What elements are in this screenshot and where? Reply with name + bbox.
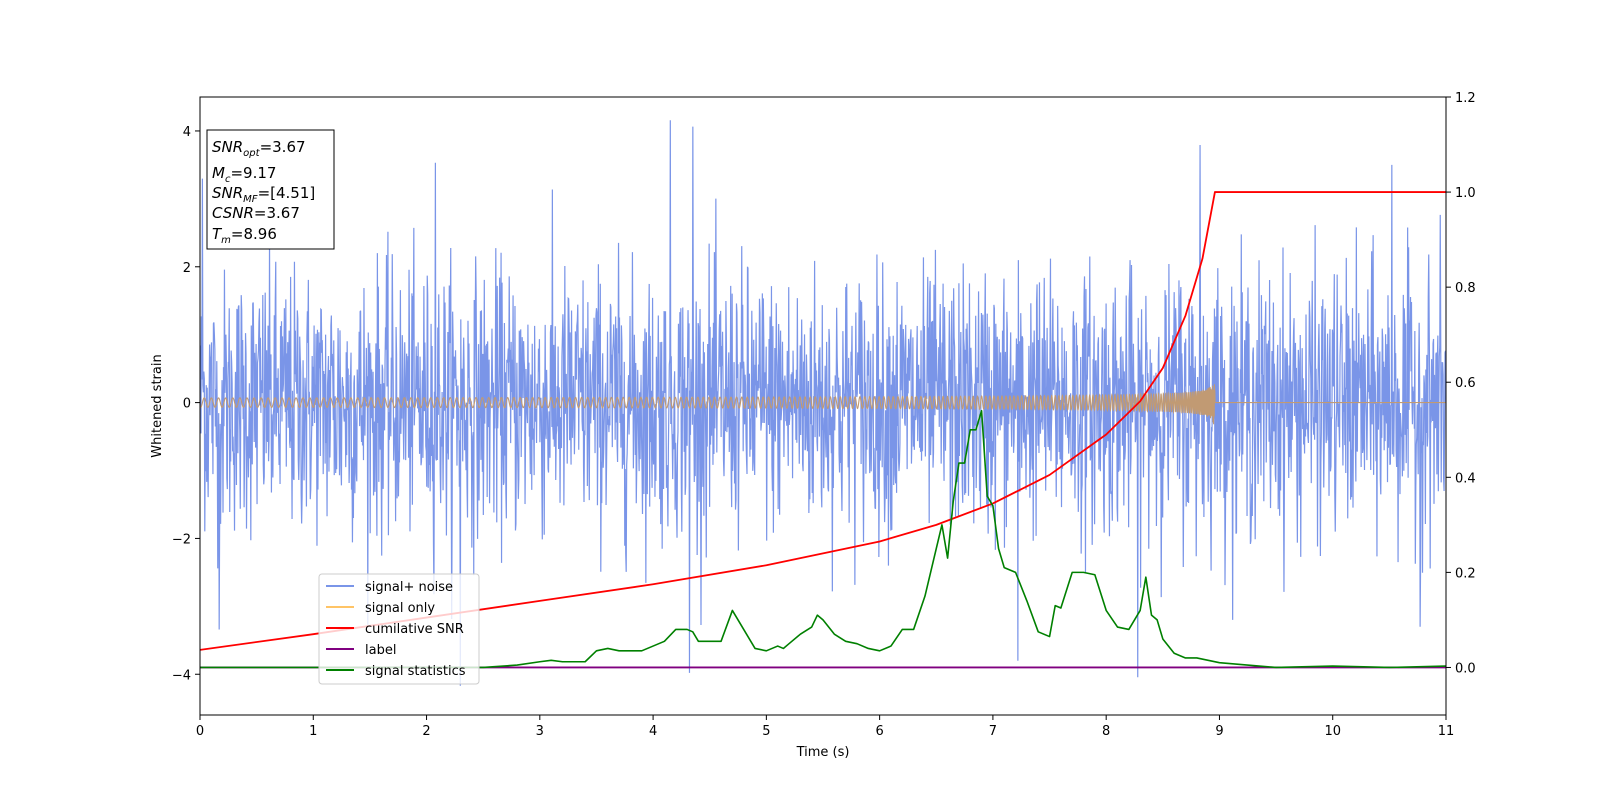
- series-signal-statistics: [200, 409, 1446, 669]
- x-tick-label: 11: [1438, 724, 1455, 739]
- info-tm: Tm=8.96: [212, 225, 277, 246]
- x-tick-label: 2: [422, 724, 430, 739]
- x-tick-label: 5: [762, 724, 770, 739]
- x-tick-label: 8: [1102, 724, 1110, 739]
- x-tick-label: 4: [649, 724, 657, 739]
- y-right-tick-label: 0.0: [1455, 661, 1476, 676]
- y-right-tick-label: 0.2: [1455, 566, 1476, 581]
- x-tick-label: 10: [1324, 724, 1341, 739]
- legend-label-signal-statistics: signal statistics: [365, 664, 466, 679]
- plot-frame: [199, 96, 1447, 716]
- legend-label-signal-noise: signal+ noise: [365, 580, 453, 595]
- legend-label-cumulative-snr: cumilative SNR: [365, 622, 464, 637]
- y-right-tick-label: 0.6: [1455, 376, 1476, 391]
- x-axis: 0 1 2 3 4 5 6 7 8 9 10 11: [196, 715, 1454, 739]
- legend: signal+ noise signal only cumilative SNR…: [318, 573, 480, 685]
- x-tick-label: 6: [875, 724, 883, 739]
- legend-entry-signal-only: signal only: [326, 601, 435, 616]
- info-snr-opt: SNRopt=3.67: [212, 138, 306, 159]
- legend-entry-label: label: [326, 643, 396, 658]
- series-signal-only: [200, 384, 1446, 425]
- info-snr-mf: SNRMF=[4.51]: [212, 184, 315, 205]
- y-right-tick-label: 1.2: [1455, 91, 1476, 106]
- info-csnr: CSNR=3.67: [212, 204, 300, 222]
- legend-frame: [318, 573, 480, 685]
- series-cumulative-snr: [200, 191, 1446, 651]
- x-tick-label: 9: [1215, 724, 1223, 739]
- series-signal-noise: [200, 120, 1446, 686]
- y-axis-label: Whitened strain: [150, 354, 165, 457]
- y-right-tick-label: 1.0: [1455, 186, 1476, 201]
- y-left-tick-label: 0: [183, 397, 191, 412]
- y-right-tick-label: 0.4: [1455, 471, 1476, 486]
- info-mc: Mc=9.17: [212, 164, 276, 185]
- x-tick-label: 3: [536, 724, 544, 739]
- legend-label-label: label: [365, 643, 396, 658]
- legend-label-signal-only: signal only: [365, 601, 435, 616]
- legend-entry-signal-statistics: signal statistics: [326, 664, 466, 679]
- y-right-tick-label: 0.8: [1455, 281, 1476, 296]
- x-tick-label: 0: [196, 724, 204, 739]
- y-left-tick-label: −2: [172, 532, 191, 547]
- y-left-tick-label: 4: [183, 125, 191, 140]
- y-axis-left: 4 2 0 −2 −4: [172, 125, 200, 683]
- info-box-frame: [206, 129, 335, 250]
- y-left-tick-label: −4: [172, 668, 191, 683]
- y-axis-right: 1.2 1.0 0.8 0.6 0.4 0.2 0.0: [1446, 91, 1476, 676]
- x-tick-label: 1: [309, 724, 317, 739]
- x-axis-label: Time (s): [796, 745, 850, 760]
- info-box: SNRopt=3.67 Mc=9.17 SNRMF=[4.51] CSNR=3.…: [206, 129, 335, 250]
- legend-entry-cumulative-snr: cumilative SNR: [326, 622, 464, 637]
- x-tick-label: 7: [989, 724, 997, 739]
- legend-entry-signal-noise: signal+ noise: [326, 580, 453, 595]
- y-left-tick-label: 2: [183, 261, 191, 276]
